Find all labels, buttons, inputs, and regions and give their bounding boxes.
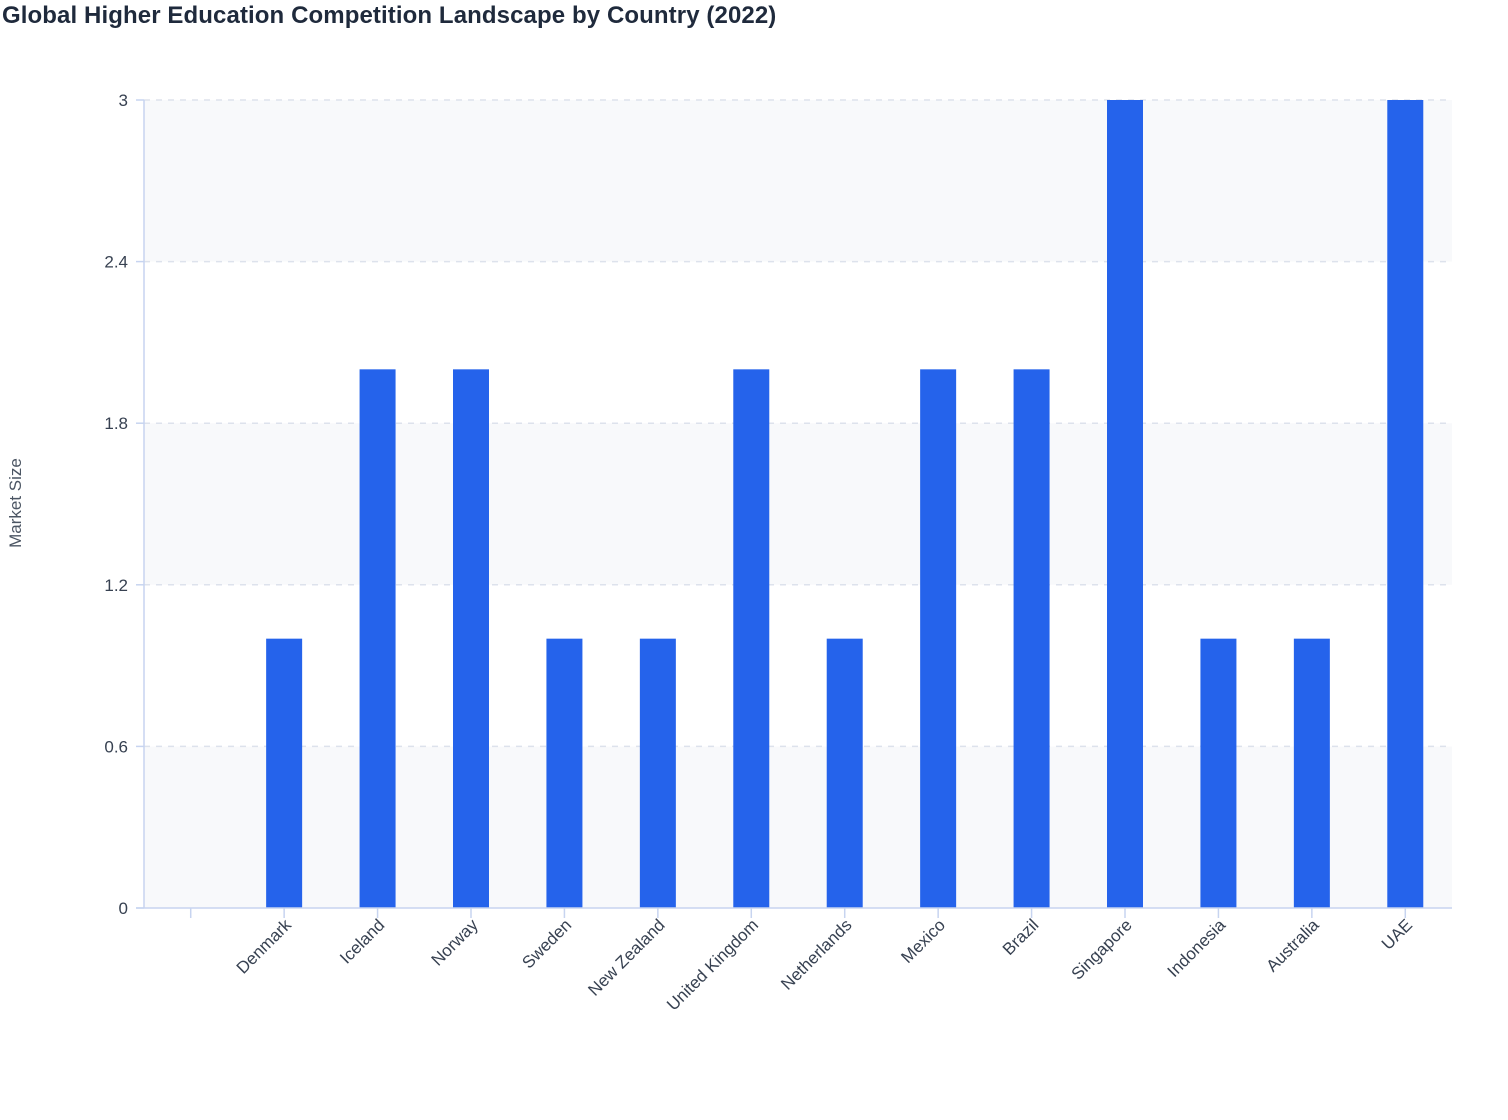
x-tick-label: Iceland [336, 915, 388, 967]
x-tick-label: New Zealand [584, 915, 668, 999]
x-tick-label: Sweden [518, 915, 575, 972]
bar [1200, 638, 1237, 908]
bar [920, 369, 957, 908]
x-tick-label: Norway [428, 915, 483, 970]
bars [266, 100, 1424, 908]
y-tick-label: 0 [119, 899, 128, 918]
bar [1013, 369, 1050, 908]
bar [359, 369, 396, 908]
x-tick-label: Brazil [999, 915, 1042, 958]
background-bands [144, 100, 1452, 908]
x-tick-label: United Kingdom [663, 915, 762, 1014]
chart-title: Global Higher Education Competition Land… [2, 2, 777, 29]
x-tick-label: Denmark [233, 915, 296, 978]
axes [136, 100, 1452, 909]
bar [546, 638, 583, 908]
y-tick-label: 3 [119, 91, 128, 110]
x-tick-label: Netherlands [777, 915, 855, 993]
y-tick-label: 1.8 [104, 414, 128, 433]
y-tick-label: 0.6 [104, 737, 128, 756]
y-axis-ticks: 0 0.6 1.2 1.8 2.4 3 [104, 91, 144, 918]
bar [1387, 100, 1424, 908]
y-tick-label: 1.2 [104, 576, 128, 595]
bar [266, 638, 303, 908]
x-tick-label: UAE [1378, 915, 1416, 953]
x-tick-label: Singapore [1068, 915, 1136, 983]
x-tick-label: Australia [1262, 915, 1323, 976]
bar [1293, 638, 1330, 908]
bar [453, 369, 489, 908]
x-tick-label: Mexico [897, 915, 949, 967]
bar [733, 369, 770, 908]
bar [826, 638, 863, 908]
x-axis-ticks: Denmark Iceland Norway Sweden New ZealandUni… [189, 908, 1416, 1014]
x-tick-label: Indonesia [1164, 915, 1230, 981]
y-tick-label: 2.4 [104, 253, 128, 272]
bar [639, 638, 676, 908]
bar [1107, 100, 1143, 908]
